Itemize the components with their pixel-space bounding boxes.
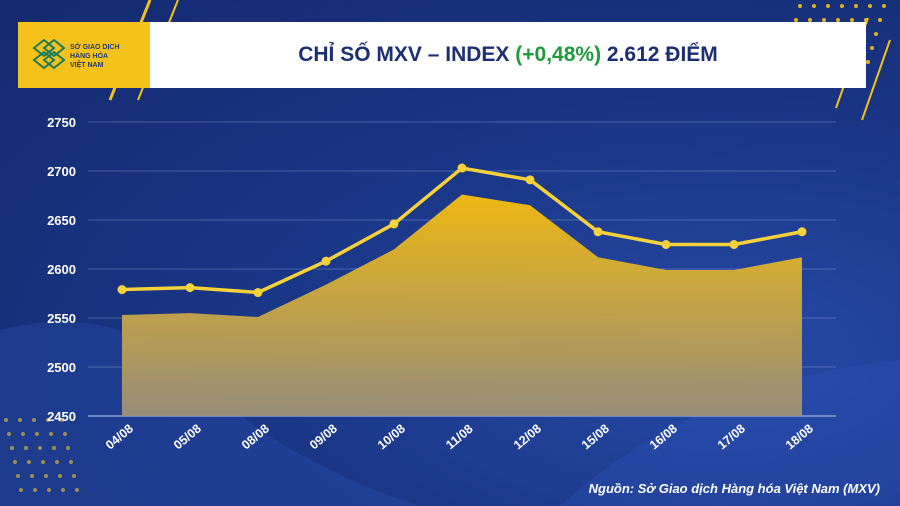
decor-dot: [30, 474, 34, 478]
decor-dot: [878, 18, 882, 22]
decor-dot: [52, 446, 56, 450]
decor-dot: [69, 460, 73, 464]
decor-dot: [826, 4, 830, 8]
decor-dot: [66, 446, 70, 450]
x-tick-label: 11/08: [443, 422, 475, 452]
decor-dot: [4, 418, 8, 422]
decor-dot: [812, 4, 816, 8]
data-point: [797, 227, 807, 237]
decor-dot: [836, 18, 840, 22]
index-area: [122, 194, 802, 416]
decor-dot: [18, 418, 22, 422]
logo-text-line3: VIỆT NAM: [70, 62, 104, 69]
title-value: 2.612 ĐIỂM: [606, 43, 718, 66]
decor-dot: [808, 18, 812, 22]
data-point: [253, 288, 263, 298]
decor-dot: [868, 4, 872, 8]
decor-dot: [33, 488, 37, 492]
decor-dot: [19, 488, 23, 492]
decor-dot: [21, 432, 25, 436]
y-tick-label: 2450: [47, 409, 76, 424]
decor-dot: [7, 432, 11, 436]
data-point: [661, 240, 671, 249]
x-tick-label: 05/08: [171, 421, 204, 452]
title-banner: [18, 22, 866, 88]
decor-dot: [47, 488, 51, 492]
data-point: [729, 240, 739, 249]
decor-dot: [44, 474, 48, 478]
data-point: [593, 227, 603, 237]
y-tick-label: 2600: [47, 262, 76, 277]
decor-dot: [27, 460, 31, 464]
decor-dot: [75, 488, 79, 492]
decor-dot: [32, 418, 36, 422]
accent-stripe: [861, 39, 891, 121]
decor-dot: [41, 460, 45, 464]
decor-dot: [866, 60, 870, 64]
mxv-logo-mark: [32, 38, 66, 70]
title-change-percent: (+0,48%): [515, 43, 602, 66]
x-tick-label: 09/08: [307, 421, 340, 452]
x-tick-label: 10/08: [375, 421, 408, 452]
decor-dot: [72, 474, 76, 478]
decor-dot: [61, 488, 65, 492]
data-point: [389, 219, 399, 229]
x-tick-label: 15/08: [579, 421, 612, 452]
decor-dot: [16, 474, 20, 478]
decor-dot: [13, 460, 17, 464]
data-point: [457, 163, 467, 173]
chart-title: CHỈ SỐ MXV – INDEX (+0,48%) 2.612 ĐIỂM: [150, 22, 866, 88]
x-tick-label: 16/08: [647, 421, 680, 452]
source-note: Nguồn: Sở Giao dịch Hàng hóa Việt Nam (M…: [588, 481, 880, 496]
decor-dot: [49, 432, 53, 436]
data-point: [525, 175, 535, 185]
decor-dot: [63, 432, 67, 436]
decor-dot: [854, 4, 858, 8]
decor-dot: [24, 446, 28, 450]
dot-pattern-bottom-left: [4, 418, 79, 492]
decor-dot: [60, 418, 64, 422]
mxv-logo: SỞ GIAO DỊCH HÀNG HÓA VIỆT NAM: [18, 22, 150, 88]
decor-dot: [35, 432, 39, 436]
decor-dot: [10, 446, 14, 450]
decor-dot: [794, 18, 798, 22]
data-point: [321, 256, 331, 266]
decor-dot: [55, 460, 59, 464]
decor-dot: [850, 18, 854, 22]
logo-text-line1: SỞ GIAO DỊCH: [70, 44, 120, 51]
y-tick-label: 2650: [47, 213, 76, 228]
decor-dot: [46, 418, 50, 422]
decor-dot: [870, 46, 874, 50]
y-tick-label: 2500: [47, 360, 76, 375]
y-tick-label: 2550: [47, 311, 76, 326]
decor-dot: [882, 4, 886, 8]
title-prefix: CHỈ SỐ MXV – INDEX: [298, 43, 510, 66]
y-tick-label: 2750: [47, 115, 76, 130]
decor-dot: [822, 18, 826, 22]
decor-dot: [840, 4, 844, 8]
x-tick-label: 17/08: [715, 421, 748, 452]
x-tick-label: 08/08: [239, 421, 272, 452]
decor-dot: [38, 446, 42, 450]
x-tick-label: 12/08: [511, 421, 544, 452]
y-tick-label: 2700: [47, 164, 76, 179]
x-tick-label: 04/08: [103, 421, 136, 452]
data-point: [185, 283, 195, 293]
logo-text-line2: HÀNG HÓA: [70, 53, 109, 60]
decor-dot: [58, 474, 62, 478]
background-wave: [560, 360, 900, 506]
decor-dot: [874, 32, 878, 36]
decor-dot: [798, 4, 802, 8]
data-point: [117, 285, 127, 295]
x-tick-label: 18/08: [783, 421, 816, 452]
